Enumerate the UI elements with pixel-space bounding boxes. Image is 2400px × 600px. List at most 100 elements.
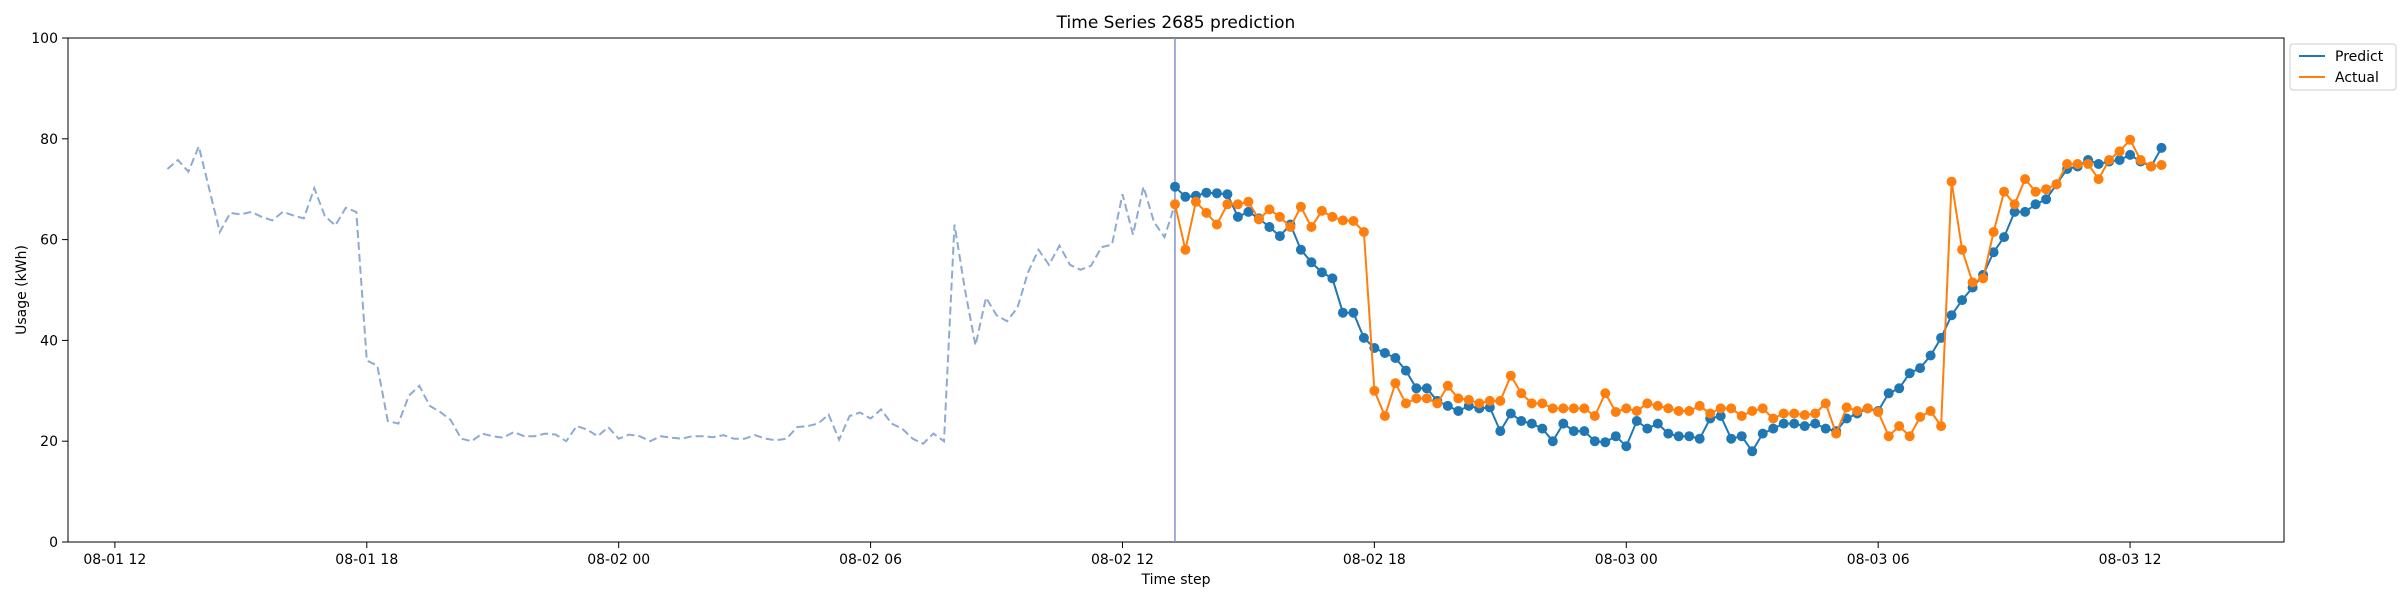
predict-point: [1789, 418, 1800, 429]
actual-point: [2009, 199, 2020, 210]
actual-point: [1925, 406, 1936, 416]
predict-point: [1379, 348, 1390, 358]
actual-point: [1967, 277, 1978, 288]
predict-point: [1757, 428, 1768, 439]
predict-point: [1201, 187, 1212, 198]
predict-point: [1526, 418, 1537, 429]
chart-title: Time Series 2685 prediction: [1056, 13, 1296, 33]
actual-point: [2104, 155, 2115, 165]
predict-point: [2009, 206, 2020, 217]
actual-point: [1894, 421, 1905, 432]
actual-point: [1432, 398, 1443, 409]
actual-point: [2083, 159, 2094, 169]
predict-point: [1736, 431, 1747, 442]
x-tick-label: 08-02 12: [1091, 552, 1154, 568]
actual-point: [1358, 227, 1369, 237]
x-tick-label: 08-03 00: [1595, 552, 1658, 568]
actual-point: [1327, 211, 1338, 222]
predict-point: [2114, 155, 2125, 165]
actual-point: [1463, 394, 1474, 405]
x-axis-title: Time step: [1141, 572, 1211, 588]
predict-point: [1600, 437, 1611, 448]
predict-point: [1810, 418, 1821, 429]
predict-point: [1925, 350, 1936, 361]
actual-point: [1579, 403, 1590, 414]
actual-point: [1170, 199, 1180, 210]
predict-point: [1883, 388, 1894, 399]
predict-point: [1663, 428, 1674, 439]
actual-point: [1516, 388, 1527, 399]
actual-point: [1694, 400, 1705, 411]
y-tick-label: 100: [31, 31, 58, 47]
actual-point: [1201, 207, 1212, 218]
history-line: [166, 143, 1176, 445]
actual-point: [1379, 411, 1390, 421]
predict-point: [1170, 181, 1180, 192]
predict-point: [1495, 426, 1506, 437]
actual-point: [1663, 403, 1674, 414]
actual-point: [1390, 378, 1401, 389]
y-tick-label: 0: [49, 535, 58, 551]
predict-point: [1652, 418, 1663, 429]
actual-point: [1474, 398, 1485, 409]
predict-point: [1232, 211, 1243, 222]
x-tick-label: 08-02 18: [1343, 552, 1406, 568]
actual-point: [1421, 393, 1432, 404]
predict-point: [2030, 199, 2041, 210]
predict-point: [1327, 273, 1338, 284]
predict-point: [1799, 421, 1810, 432]
actual-point: [2041, 184, 2052, 195]
actual-point: [1621, 403, 1632, 414]
actual-point: [1978, 273, 1989, 284]
actual-point: [1852, 406, 1863, 416]
actual-point: [1411, 393, 1422, 404]
actual-point: [2114, 146, 2125, 157]
legend-label-predict: Predict: [2335, 49, 2384, 65]
actual-point: [2093, 174, 2104, 185]
actual-point: [2156, 160, 2167, 170]
predict-point: [1673, 431, 1684, 442]
actual-point: [2020, 174, 2031, 185]
predict-point: [1547, 436, 1558, 447]
actual-point: [1180, 244, 1191, 255]
actual-point: [1705, 408, 1716, 419]
predict-point: [1211, 188, 1222, 199]
actual-point: [1883, 431, 1894, 442]
actual-point: [1547, 403, 1558, 414]
predict-point: [1631, 416, 1642, 426]
predict-point: [1537, 423, 1548, 434]
predict-point: [1768, 423, 1779, 434]
actual-point: [1274, 211, 1285, 222]
predict-point: [1684, 431, 1695, 442]
predict-point: [1442, 400, 1453, 411]
actual-point: [1610, 407, 1621, 417]
predict-point: [1747, 446, 1758, 457]
predict-point: [1400, 365, 1411, 376]
predict-point: [1264, 222, 1275, 232]
predict-point: [1222, 189, 1233, 200]
actual-point: [1631, 406, 1642, 416]
actual-point: [1537, 398, 1548, 409]
predict-point: [1358, 332, 1369, 343]
predict-point: [1946, 310, 1957, 321]
predict-point: [2093, 159, 2104, 169]
plot-frame: [67, 37, 2285, 543]
predict-point: [2125, 149, 2136, 160]
actual-point: [1768, 413, 1779, 424]
actual-point: [1757, 403, 1768, 414]
x-tick-label: 08-01 18: [335, 552, 398, 568]
actual-point: [1558, 403, 1569, 414]
actual-point: [1442, 380, 1453, 391]
predict-point: [1642, 423, 1653, 434]
predict-point: [1306, 257, 1317, 268]
predict-point: [2041, 194, 2052, 205]
actual-point: [2072, 159, 2083, 169]
y-tick-label: 80: [40, 132, 58, 148]
actual-line: [1174, 138, 2162, 438]
actual-point: [1642, 398, 1653, 409]
predict-point: [1904, 368, 1915, 379]
predict-point: [1988, 247, 1999, 258]
predict-point: [1715, 411, 1726, 421]
actual-point: [1495, 395, 1506, 406]
